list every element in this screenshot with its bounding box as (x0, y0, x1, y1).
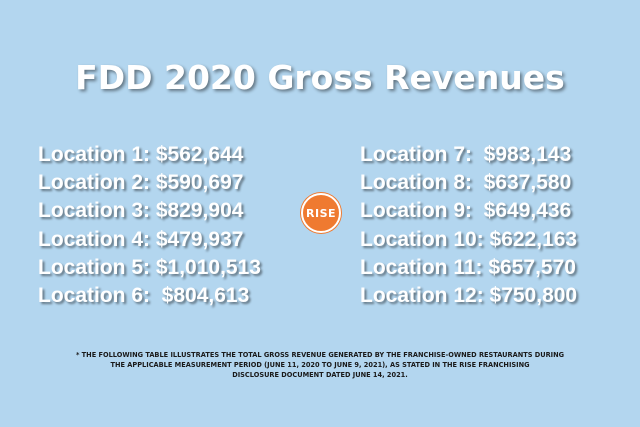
location-revenue-item: Location 11: $657,570 (360, 255, 576, 279)
location-revenue-item: Location 2: $590,697 (38, 171, 244, 195)
location-revenue-item: Location 9: $649,436 (360, 199, 572, 223)
footnote-line: THE APPLICABLE MEASUREMENT PERIOD (JUNE … (110, 361, 530, 369)
footnote: * THE FOLLOWING TABLE ILLUSTRATES THE TO… (60, 350, 580, 380)
footnote-line: DISCLOSURE DOCUMENT DATED JUNE 14, 2021. (232, 371, 408, 379)
location-revenue-item: Location 4: $479,937 (38, 227, 244, 251)
location-revenue-item: Location 7: $983,143 (360, 143, 572, 166)
location-revenue-item: Location 6: $804,613 (38, 283, 250, 307)
location-revenue-item: Location 5: $1,010,513 (38, 255, 261, 279)
footnote-line: * THE FOLLOWING TABLE ILLUSTRATES THE TO… (75, 351, 565, 359)
location-revenue-item: Location 3: $829,904 (38, 199, 244, 223)
page-title: FDD 2020 Gross Revenues (75, 58, 565, 97)
rise-logo: RISE (301, 193, 341, 233)
location-revenue-item: Location 1: $562,644 (38, 143, 244, 166)
location-revenue-item: Location 10: $622,163 (360, 227, 578, 251)
location-revenue-item: Location 12: $750,800 (360, 283, 578, 307)
rise-logo-text: RISE (306, 207, 336, 220)
location-revenue-item: Location 8: $637,580 (360, 171, 572, 195)
revenue-list-right: Location 7: $983,143 Location 8: $637,58… (360, 141, 577, 310)
revenue-list-left: Location 1: $562,644 Location 2: $590,69… (38, 141, 261, 310)
